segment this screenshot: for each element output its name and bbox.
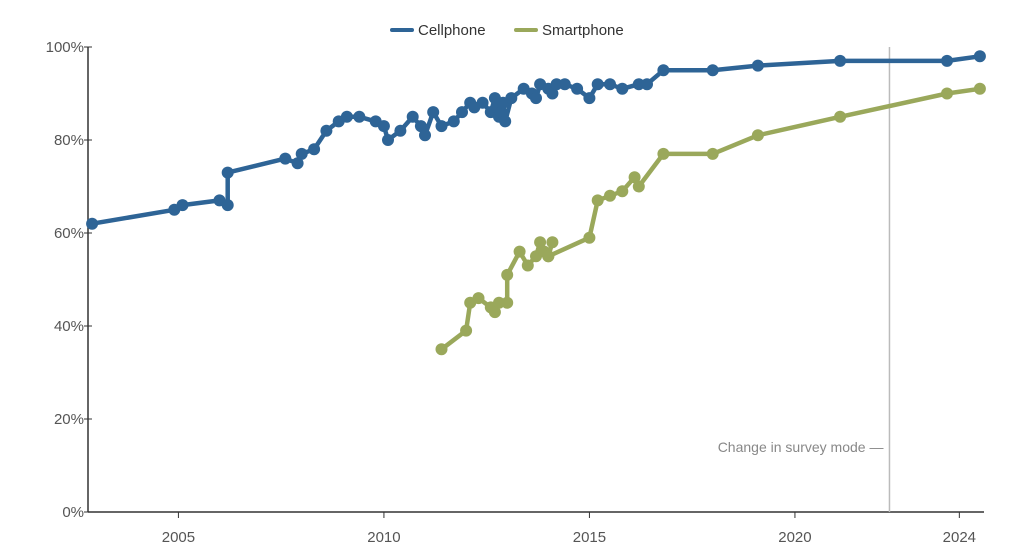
data-point-cellphone xyxy=(530,92,542,105)
data-point-cellphone xyxy=(447,115,460,128)
data-point-cellphone xyxy=(377,120,390,133)
data-point-cellphone xyxy=(382,134,394,146)
data-point-cellphone xyxy=(427,106,440,119)
data-point-cellphone xyxy=(394,124,407,137)
data-point-cellphone xyxy=(353,110,366,123)
data-point-cellphone xyxy=(221,199,234,212)
data-point-cellphone xyxy=(291,157,304,170)
data-point-cellphone xyxy=(583,92,596,105)
y-tick-label: 40% xyxy=(54,318,84,335)
data-point-smartphone xyxy=(583,231,596,244)
survey-mode-annotation: Change in survey mode — xyxy=(718,47,891,512)
data-point-cellphone xyxy=(495,106,508,119)
data-point-cellphone xyxy=(279,152,292,165)
data-point-smartphone xyxy=(521,259,534,272)
data-point-cellphone xyxy=(641,78,653,91)
y-tick-label: 0% xyxy=(62,504,84,521)
data-point-cellphone xyxy=(973,50,986,63)
data-point-smartphone xyxy=(941,87,953,100)
data-point-smartphone xyxy=(501,268,514,281)
data-point-cellphone xyxy=(499,115,512,128)
data-point-smartphone xyxy=(706,147,719,160)
x-tick-label: 2024 xyxy=(943,529,976,546)
data-point-cellphone xyxy=(320,124,333,137)
data-point-cellphone xyxy=(604,78,616,91)
legend: Cellphone Smartphone xyxy=(390,22,624,39)
data-point-smartphone xyxy=(657,147,670,160)
y-tick-label: 80% xyxy=(54,132,84,149)
data-point-cellphone xyxy=(456,106,468,119)
x-tick-label: 2015 xyxy=(573,529,606,546)
data-point-smartphone xyxy=(973,82,986,95)
survey-mode-label: Change in survey mode — xyxy=(718,439,884,455)
data-point-cellphone xyxy=(308,143,321,156)
y-tick-label: 100% xyxy=(46,39,84,56)
data-point-smartphone xyxy=(632,180,645,193)
data-point-cellphone xyxy=(406,110,419,123)
data-point-smartphone xyxy=(751,129,764,142)
data-point-cellphone xyxy=(476,96,489,109)
x-tick-label: 2005 xyxy=(162,529,195,546)
x-tick-label: 2010 xyxy=(367,529,400,546)
data-point-cellphone xyxy=(616,82,629,95)
data-point-cellphone xyxy=(221,166,234,179)
data-point-cellphone xyxy=(571,82,584,95)
data-point-cellphone xyxy=(505,92,518,105)
series-layer xyxy=(86,50,986,356)
data-point-smartphone xyxy=(460,324,473,337)
data-point-cellphone xyxy=(435,120,448,133)
data-point-cellphone xyxy=(706,64,719,77)
legend-label-cellphone: Cellphone xyxy=(418,22,486,39)
data-point-cellphone xyxy=(419,129,431,142)
data-point-cellphone xyxy=(591,78,604,91)
data-point-cellphone xyxy=(632,78,645,91)
x-tick-label: 2020 xyxy=(778,529,811,546)
y-tick-label: 20% xyxy=(54,411,84,428)
data-point-smartphone xyxy=(628,171,641,184)
data-point-smartphone xyxy=(534,236,547,249)
data-point-cellphone xyxy=(751,59,764,72)
data-point-cellphone xyxy=(834,54,847,67)
axes: 0% 20% 40% 60% 80% 100% 2005 2010 2015 2020 2024 xyxy=(46,39,984,546)
data-point-cellphone xyxy=(558,78,571,91)
legend-label-smartphone: Smartphone xyxy=(542,22,624,39)
data-point-smartphone xyxy=(435,343,448,356)
data-point-smartphone xyxy=(834,110,847,123)
data-point-cellphone xyxy=(657,64,670,77)
data-point-smartphone xyxy=(591,194,604,207)
data-point-cellphone xyxy=(941,54,953,67)
data-point-cellphone xyxy=(546,87,559,100)
data-point-cellphone xyxy=(295,147,308,160)
data-point-cellphone xyxy=(414,120,427,133)
data-point-cellphone xyxy=(86,217,99,230)
data-point-smartphone xyxy=(616,185,629,198)
data-point-smartphone xyxy=(513,245,526,258)
data-point-smartphone xyxy=(472,292,485,305)
data-point-cellphone xyxy=(340,110,353,123)
data-point-smartphone xyxy=(488,306,501,319)
data-point-smartphone xyxy=(493,296,505,309)
data-point-smartphone xyxy=(546,236,559,249)
data-point-cellphone xyxy=(176,199,189,212)
y-tick-label: 60% xyxy=(54,225,84,242)
data-point-smartphone xyxy=(501,296,514,309)
data-point-cellphone xyxy=(550,78,563,91)
series-line-smartphone xyxy=(439,86,983,352)
data-point-smartphone xyxy=(542,250,555,263)
data-point-smartphone xyxy=(604,189,616,202)
